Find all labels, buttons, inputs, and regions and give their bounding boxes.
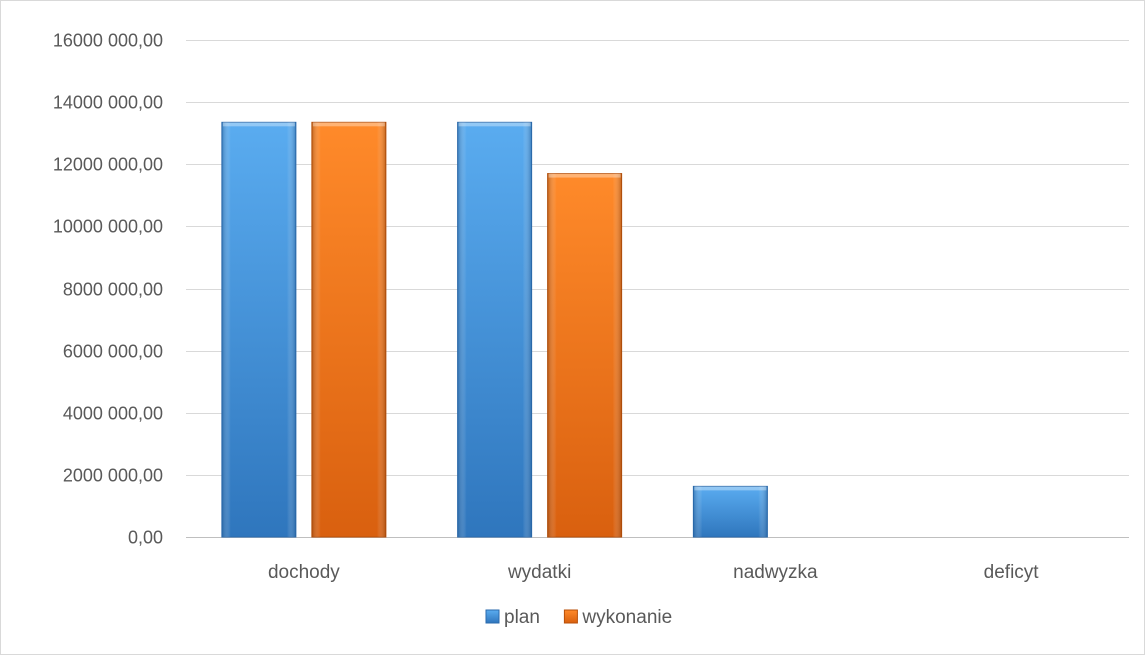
bar-shade bbox=[693, 486, 768, 537]
x-category-label: nadwyzka bbox=[733, 562, 818, 583]
y-tick-label: 0,00 bbox=[128, 528, 163, 548]
bar-plan-dochody[interactable] bbox=[221, 121, 297, 538]
bar-top-highlight bbox=[312, 122, 385, 127]
bars bbox=[221, 121, 768, 538]
legend-item-wykonanie[interactable]: wykonanie bbox=[563, 607, 672, 628]
y-tick-label: 2000 000,00 bbox=[63, 466, 163, 486]
bar-top-highlight bbox=[694, 486, 767, 491]
x-category-label: deficyt bbox=[984, 562, 1040, 583]
y-tick-label: 6000 000,00 bbox=[63, 342, 163, 362]
x-category-label: wydatki bbox=[507, 562, 571, 583]
bar-shade bbox=[457, 122, 532, 538]
y-tick-label: 16000 000,00 bbox=[53, 31, 163, 51]
legend[interactable]: plan wykonanie bbox=[485, 607, 672, 628]
y-tick-label: 14000 000,00 bbox=[53, 93, 163, 113]
bar-top-highlight bbox=[548, 173, 621, 178]
y-axis-ticks: 0,00 2000 000,00 4000 000,00 6000 000,00 800… bbox=[53, 31, 163, 548]
bar-shade bbox=[311, 122, 386, 538]
bar-wykonanie-dochody[interactable] bbox=[311, 121, 387, 538]
x-axis-categories: dochody wydatki nadwyzka deficyt bbox=[268, 562, 1039, 583]
x-category-label: dochody bbox=[268, 562, 340, 583]
bar-shade bbox=[547, 173, 622, 537]
legend-item-plan[interactable]: plan bbox=[485, 607, 540, 628]
bar-plan-wydatki[interactable] bbox=[457, 121, 533, 538]
bar-top-highlight bbox=[458, 122, 531, 127]
bar-plan-nadwyzka[interactable] bbox=[692, 485, 768, 538]
legend-swatch bbox=[485, 609, 500, 624]
legend-label: wykonanie bbox=[581, 607, 672, 628]
y-tick-label: 10000 000,00 bbox=[53, 217, 163, 237]
y-tick-label: 12000 000,00 bbox=[53, 155, 163, 175]
bar-top-highlight bbox=[222, 122, 295, 127]
bar-shade bbox=[221, 122, 296, 538]
y-tick-label: 8000 000,00 bbox=[63, 280, 163, 300]
legend-swatch bbox=[563, 609, 578, 624]
legend-label: plan bbox=[504, 607, 540, 628]
y-tick-label: 4000 000,00 bbox=[63, 404, 163, 424]
bar-wykonanie-wydatki[interactable] bbox=[547, 173, 623, 538]
